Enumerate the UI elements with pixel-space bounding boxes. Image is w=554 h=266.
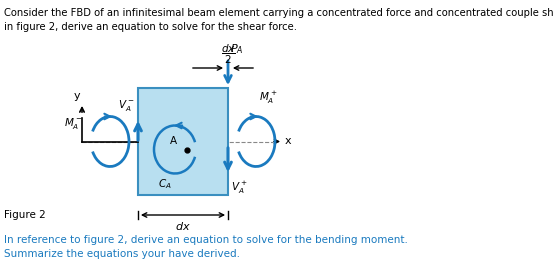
Text: $dx$: $dx$ [175, 220, 191, 232]
Text: $V_A^-$: $V_A^-$ [119, 98, 135, 113]
Text: $C_A$: $C_A$ [158, 177, 172, 191]
Text: $P_A$: $P_A$ [230, 42, 243, 56]
Text: x: x [285, 136, 291, 147]
Bar [138, 88, 228, 195]
Text: In reference to figure 2, derive an equation to solve for the bending moment.: In reference to figure 2, derive an equa… [4, 235, 408, 245]
Text: $M_A^+$: $M_A^+$ [259, 90, 278, 106]
Text: Consider the FBD of an infinitesimal beam element carrying a concentrated force : Consider the FBD of an infinitesimal bea… [4, 8, 554, 18]
Text: $V_A^+$: $V_A^+$ [231, 180, 248, 196]
Text: in figure 2, derive an equation to solve for the shear force.: in figure 2, derive an equation to solve… [4, 22, 297, 32]
Text: A: A [170, 135, 177, 146]
Text: y: y [73, 91, 80, 101]
Text: Figure 2: Figure 2 [4, 210, 46, 220]
Text: Summarize the equations your have derived.: Summarize the equations your have derive… [4, 249, 240, 259]
Text: $M_A^-$: $M_A^-$ [64, 116, 82, 131]
Text: $\dfrac{dx}{2}$: $\dfrac{dx}{2}$ [220, 43, 235, 66]
